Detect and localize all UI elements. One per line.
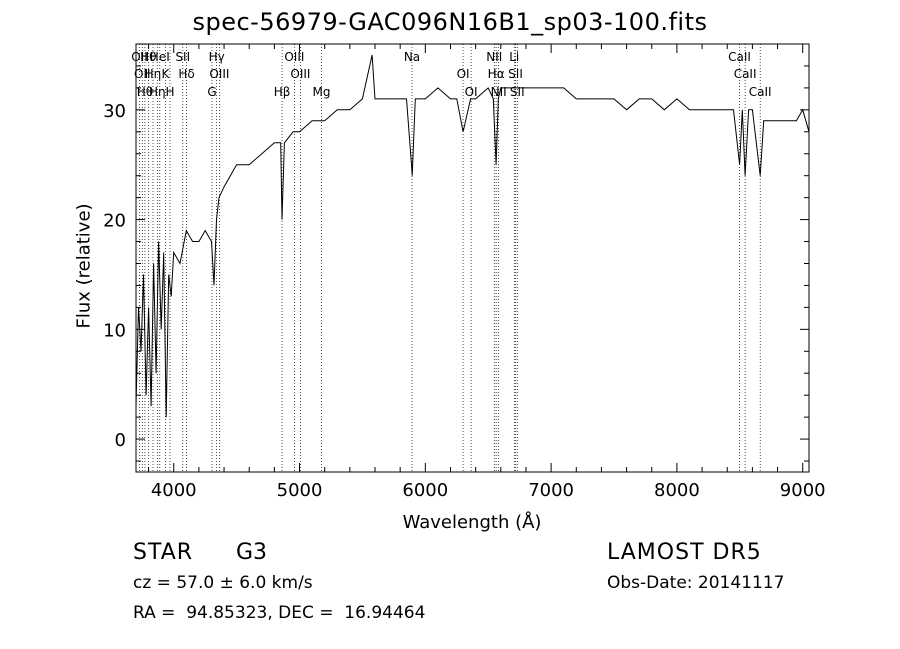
y-tick-label: 0 xyxy=(115,430,126,451)
y-tick-label: 10 xyxy=(103,320,126,341)
line-label: SII xyxy=(510,85,525,99)
y-axis-label: Flux (relative) xyxy=(73,203,95,329)
x-tick-label: 6000 xyxy=(402,480,448,501)
line-label: NII xyxy=(486,50,502,64)
line-label: G xyxy=(207,85,216,99)
coordinates: RA = 94.85323, DEC = 16.94464 xyxy=(133,603,426,623)
y-tick-label: 30 xyxy=(103,101,126,122)
x-axis-label: Wavelength (Å) xyxy=(402,512,542,533)
redshift-value: cz = 57.0 ± 6.0 km/s xyxy=(133,573,313,593)
line-label: Hη xyxy=(149,85,166,99)
line-label: Hθ xyxy=(140,50,156,64)
object-class: STAR xyxy=(133,540,194,565)
line-label: Hθ xyxy=(137,85,153,99)
line-label: CaII xyxy=(728,50,751,64)
line-label: CaII xyxy=(734,67,757,81)
line-label: Hβ xyxy=(274,85,291,99)
observation-date: Obs-Date: 20141117 xyxy=(607,573,785,593)
line-label: OII xyxy=(134,67,151,81)
line-label: OIII xyxy=(209,67,229,81)
line-labels: OIIOIIHθHθHηHηHeIKHSIIHδGHγOIIIHβOIIIOII… xyxy=(131,50,771,99)
line-label: HeI xyxy=(150,50,170,64)
axis-ticks: 4000 5000 6000 7000 8000 9000 0 10 20 30 xyxy=(103,44,826,501)
line-label: Mg xyxy=(313,85,331,99)
line-label: Li xyxy=(509,50,519,64)
line-label: SII xyxy=(175,50,190,64)
line-label: Hα xyxy=(488,67,505,81)
x-tick-label: 5000 xyxy=(277,480,323,501)
line-label: K xyxy=(161,67,170,81)
line-label: Hγ xyxy=(209,50,225,64)
line-label: OI xyxy=(457,67,470,81)
plot-frame xyxy=(135,43,810,473)
x-tick-label: 4000 xyxy=(151,480,197,501)
line-label: Hδ xyxy=(178,67,194,81)
x-tick-label: 8000 xyxy=(654,480,700,501)
line-label: Hη xyxy=(145,67,162,81)
line-label: H xyxy=(165,85,174,99)
line-label: OII xyxy=(131,50,148,64)
line-label: OIII xyxy=(284,50,304,64)
line-label: SII xyxy=(508,67,523,81)
x-tick-label: 7000 xyxy=(528,480,574,501)
line-label: CaII xyxy=(749,85,772,99)
survey-name: LAMOST DR5 xyxy=(607,540,762,565)
line-label: Na xyxy=(404,50,420,64)
chart-title: spec-56979-GAC096N16B1_sp03-100.fits xyxy=(192,8,708,36)
y-tick-label: 20 xyxy=(103,211,126,232)
spectrum-line xyxy=(135,54,810,418)
object-subclass: G3 xyxy=(236,540,268,565)
line-label: OIII xyxy=(290,67,310,81)
x-tick-label: 9000 xyxy=(780,480,826,501)
line-label: NII xyxy=(491,85,507,99)
line-label: OI xyxy=(465,85,478,99)
line-markers xyxy=(139,44,761,472)
